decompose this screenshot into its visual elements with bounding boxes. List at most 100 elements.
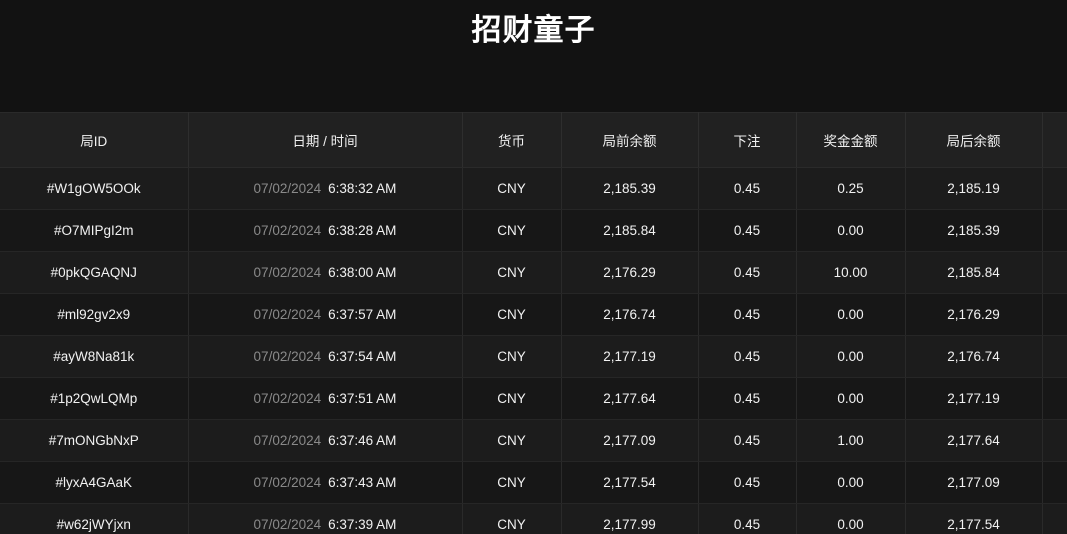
column-header-win-amount[interactable]: 奖金金额	[796, 112, 906, 168]
column-header-round-id[interactable]: 局ID	[0, 112, 189, 168]
cell-win-amount: 0.25	[796, 167, 906, 210]
cell-currency: CNY	[462, 335, 562, 378]
cell-balance-before: 2,185.84	[561, 209, 699, 252]
table-row[interactable]: #1p2QwLQMp 07/02/2024 6:37:51 AM CNY 2,177.6…	[0, 377, 1067, 420]
cell-bet: 0.45	[698, 209, 797, 252]
cell-extra	[1042, 293, 1067, 336]
cell-date: 07/02/2024	[253, 349, 322, 364]
cell-date-time: 07/02/2024 6:37:54 AM	[188, 335, 463, 378]
cell-balance-after: 2,185.19	[905, 167, 1043, 210]
cell-balance-before: 2,177.99	[561, 503, 699, 534]
cell-balance-after: 2,185.84	[905, 251, 1043, 294]
cell-round-id: #ayW8Na81k	[0, 335, 189, 378]
cell-extra	[1042, 461, 1067, 504]
cell-time: 6:37:43 AM	[328, 475, 397, 490]
table-row[interactable]: #W1gOW5OOk 07/02/2024 6:38:32 AM CNY 2,185.3…	[0, 167, 1067, 210]
cell-win-amount: 0.00	[796, 293, 906, 336]
column-header-date-time[interactable]: 日期 / 时间	[188, 112, 463, 168]
cell-currency: CNY	[462, 377, 562, 420]
cell-bet: 0.45	[698, 503, 797, 534]
table-row[interactable]: #ml92gv2x9 07/02/2024 6:37:57 AM CNY 2,176.7…	[0, 293, 1067, 336]
cell-date-time: 07/02/2024 6:38:00 AM	[188, 251, 463, 294]
cell-round-id: #0pkQGAQNJ	[0, 251, 189, 294]
cell-balance-before: 2,176.29	[561, 251, 699, 294]
table-row[interactable]: #w62jWYjxn 07/02/2024 6:37:39 AM CNY 2,177.9…	[0, 503, 1067, 534]
cell-date-time: 07/02/2024 6:38:28 AM	[188, 209, 463, 252]
cell-win-amount: 0.00	[796, 335, 906, 378]
cell-round-id: #lyxA4GAaK	[0, 461, 189, 504]
cell-currency: CNY	[462, 293, 562, 336]
cell-time: 6:37:54 AM	[328, 349, 397, 364]
cell-win-amount: 0.00	[796, 461, 906, 504]
cell-date-time: 07/02/2024 6:37:57 AM	[188, 293, 463, 336]
cell-round-id: #W1gOW5OOk	[0, 167, 189, 210]
cell-currency: CNY	[462, 503, 562, 534]
cell-balance-after: 2,177.64	[905, 419, 1043, 462]
game-history-table: 局ID 日期 / 时间 货币 局前余额 下注 奖金金额 局后余额 #W1gOW5…	[0, 112, 1067, 534]
history-table-wrapper[interactable]: 局ID 日期 / 时间 货币 局前余额 下注 奖金金额 局后余额 #W1gOW5…	[0, 112, 1067, 534]
cell-bet: 0.45	[698, 377, 797, 420]
column-header-currency[interactable]: 货币	[462, 112, 562, 168]
cell-time: 6:37:39 AM	[328, 517, 397, 532]
cell-win-amount: 1.00	[796, 419, 906, 462]
cell-extra	[1042, 335, 1067, 378]
cell-date: 07/02/2024	[253, 433, 322, 448]
column-header-balance-after[interactable]: 局后余额	[905, 112, 1043, 168]
cell-bet: 0.45	[698, 419, 797, 462]
cell-balance-before: 2,176.74	[561, 293, 699, 336]
cell-round-id: #O7MIPgI2m	[0, 209, 189, 252]
cell-time: 6:37:51 AM	[328, 391, 397, 406]
cell-extra	[1042, 503, 1067, 534]
table-body: #W1gOW5OOk 07/02/2024 6:38:32 AM CNY 2,185.3…	[0, 167, 1067, 534]
cell-extra	[1042, 167, 1067, 210]
cell-date: 07/02/2024	[253, 265, 322, 280]
cell-win-amount: 0.00	[796, 377, 906, 420]
cell-win-amount: 10.00	[796, 251, 906, 294]
cell-time: 6:38:28 AM	[328, 223, 397, 238]
table-header: 局ID 日期 / 时间 货币 局前余额 下注 奖金金额 局后余额	[0, 112, 1067, 168]
table-row[interactable]: #lyxA4GAaK 07/02/2024 6:37:43 AM CNY 2,177.5…	[0, 461, 1067, 504]
cell-round-id: #1p2QwLQMp	[0, 377, 189, 420]
cell-bet: 0.45	[698, 461, 797, 504]
cell-win-amount: 0.00	[796, 209, 906, 252]
cell-balance-after: 2,177.19	[905, 377, 1043, 420]
table-row[interactable]: #O7MIPgI2m 07/02/2024 6:38:28 AM CNY 2,185.8…	[0, 209, 1067, 252]
cell-balance-after: 2,176.29	[905, 293, 1043, 336]
cell-currency: CNY	[462, 251, 562, 294]
column-header-balance-before[interactable]: 局前余额	[561, 112, 699, 168]
column-header-bet[interactable]: 下注	[698, 112, 797, 168]
cell-date: 07/02/2024	[253, 307, 322, 322]
cell-win-amount: 0.00	[796, 503, 906, 534]
cell-date-time: 07/02/2024 6:37:43 AM	[188, 461, 463, 504]
cell-round-id: #7mONGbNxP	[0, 419, 189, 462]
cell-balance-after: 2,177.09	[905, 461, 1043, 504]
cell-balance-after: 2,177.54	[905, 503, 1043, 534]
title-bar: 招财童子	[0, 0, 1067, 112]
cell-round-id: #ml92gv2x9	[0, 293, 189, 336]
cell-bet: 0.45	[698, 167, 797, 210]
cell-extra	[1042, 419, 1067, 462]
cell-round-id: #w62jWYjxn	[0, 503, 189, 534]
cell-balance-after: 2,176.74	[905, 335, 1043, 378]
cell-balance-before: 2,185.39	[561, 167, 699, 210]
cell-balance-before: 2,177.64	[561, 377, 699, 420]
table-row[interactable]: #ayW8Na81k 07/02/2024 6:37:54 AM CNY 2,177.1…	[0, 335, 1067, 378]
cell-balance-after: 2,185.39	[905, 209, 1043, 252]
cell-bet: 0.45	[698, 335, 797, 378]
cell-currency: CNY	[462, 167, 562, 210]
table-row[interactable]: #7mONGbNxP 07/02/2024 6:37:46 AM CNY 2,177.0…	[0, 419, 1067, 462]
page-title: 招财童子	[471, 14, 596, 47]
cell-extra	[1042, 251, 1067, 294]
cell-time: 6:37:57 AM	[328, 307, 397, 322]
cell-time: 6:38:32 AM	[328, 181, 397, 196]
cell-time: 6:37:46 AM	[328, 433, 397, 448]
cell-date: 07/02/2024	[253, 181, 322, 196]
cell-currency: CNY	[462, 461, 562, 504]
cell-extra	[1042, 209, 1067, 252]
cell-date: 07/02/2024	[253, 223, 322, 238]
cell-balance-before: 2,177.19	[561, 335, 699, 378]
cell-date: 07/02/2024	[253, 391, 322, 406]
table-row[interactable]: #0pkQGAQNJ 07/02/2024 6:38:00 AM CNY 2,176.2…	[0, 251, 1067, 294]
cell-currency: CNY	[462, 209, 562, 252]
